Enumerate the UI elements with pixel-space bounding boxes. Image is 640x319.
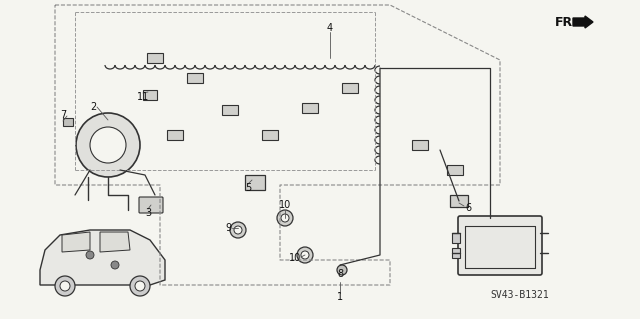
FancyArrow shape [573, 16, 593, 28]
Circle shape [230, 222, 246, 238]
Circle shape [111, 261, 119, 269]
Text: 9: 9 [225, 223, 231, 233]
Text: 11: 11 [137, 92, 149, 102]
Circle shape [281, 214, 289, 222]
Bar [262, 130, 278, 140]
Bar [222, 105, 238, 115]
Bar [412, 140, 428, 150]
Bar [342, 83, 358, 93]
Bar [63, 118, 73, 126]
Polygon shape [62, 232, 90, 252]
Circle shape [297, 247, 313, 263]
Text: 3: 3 [145, 208, 151, 218]
Text: 5: 5 [245, 183, 251, 193]
FancyBboxPatch shape [139, 197, 163, 213]
Text: SV43-B1321: SV43-B1321 [490, 290, 548, 300]
Circle shape [277, 210, 293, 226]
Text: 2: 2 [90, 102, 96, 112]
Bar [187, 73, 203, 83]
Circle shape [337, 265, 347, 275]
Text: 4: 4 [327, 23, 333, 33]
Text: 7: 7 [60, 110, 66, 120]
Polygon shape [100, 232, 130, 252]
Bar [450, 195, 468, 207]
Text: 10: 10 [279, 200, 291, 210]
Text: 8: 8 [337, 269, 343, 279]
FancyBboxPatch shape [458, 216, 542, 275]
Text: 1: 1 [337, 292, 343, 302]
Bar [302, 103, 318, 113]
Circle shape [76, 113, 140, 177]
Circle shape [55, 276, 75, 296]
Circle shape [86, 251, 94, 259]
Text: 6: 6 [465, 203, 471, 213]
Bar [147, 53, 163, 63]
Polygon shape [40, 230, 165, 285]
Circle shape [135, 281, 145, 291]
Bar [167, 130, 183, 140]
Circle shape [90, 127, 126, 163]
Bar [447, 165, 463, 175]
Circle shape [130, 276, 150, 296]
Text: 10: 10 [289, 253, 301, 263]
Bar [452, 233, 460, 243]
Bar [143, 90, 157, 100]
Text: FR.: FR. [555, 16, 578, 28]
Circle shape [60, 281, 70, 291]
Bar [452, 248, 460, 258]
Circle shape [301, 251, 309, 259]
Bar [245, 175, 265, 190]
Circle shape [234, 226, 242, 234]
